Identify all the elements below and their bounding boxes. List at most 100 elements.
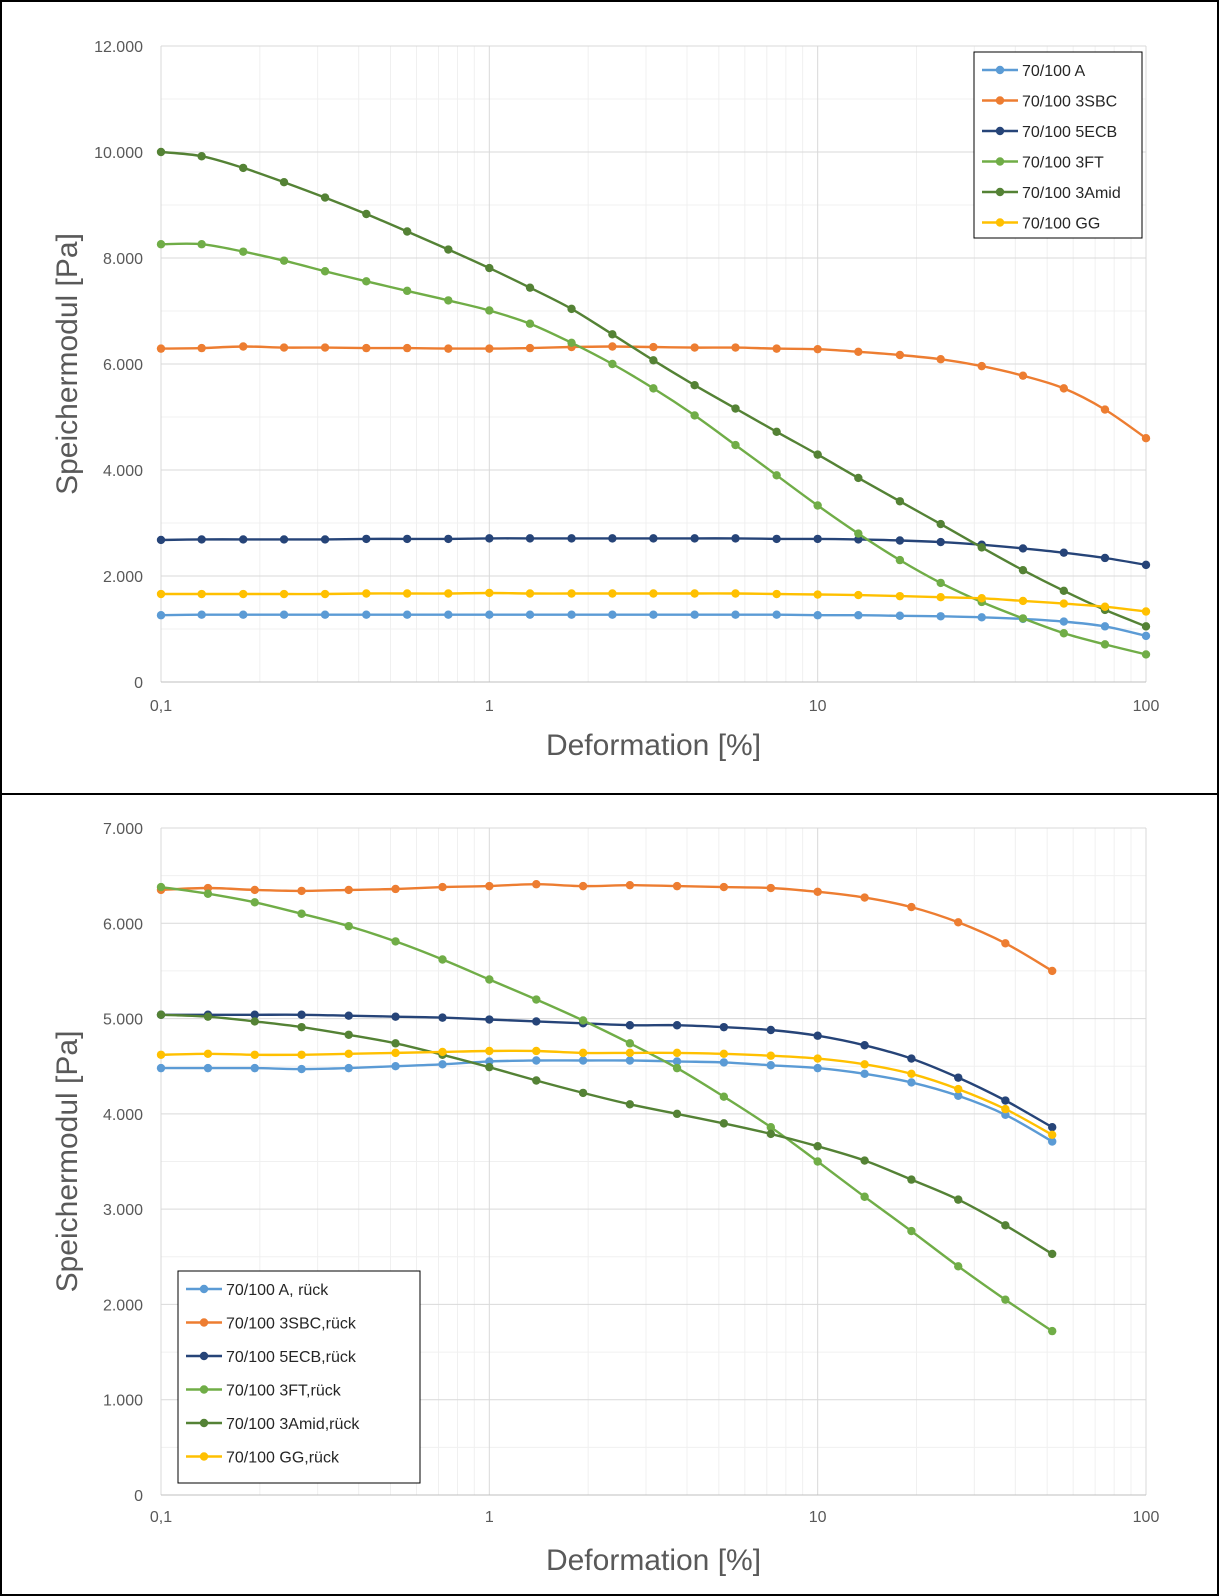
- data-point: [936, 578, 945, 588]
- data-point: [444, 245, 453, 254]
- data-point: [344, 1063, 353, 1073]
- data-point: [344, 1030, 353, 1039]
- data-point: [203, 1063, 213, 1073]
- data-point: [954, 1091, 963, 1100]
- data-point: [578, 1016, 588, 1025]
- data-point: [719, 1022, 729, 1032]
- data-point: [608, 342, 617, 351]
- series-line: [161, 1059, 1053, 1143]
- data-point: [860, 1060, 869, 1069]
- data-point: [239, 342, 248, 351]
- data-point: [766, 883, 776, 893]
- x-tick-label: 0,1: [150, 698, 172, 715]
- data-point: [578, 1048, 588, 1058]
- data-point: [197, 343, 206, 353]
- data-point: [1018, 371, 1028, 380]
- data-point: [860, 1156, 869, 1165]
- data-point: [907, 1078, 916, 1087]
- data-point: [197, 535, 206, 544]
- data-point: [936, 612, 945, 621]
- data-point: [362, 277, 371, 286]
- legend-label: 70/100 A, rück: [226, 1282, 329, 1299]
- data-point: [239, 610, 248, 619]
- chart-top: 0 2.000 4.000 6.000 8.000 10.000 12.000 0,1 1 10 1…: [51, 39, 1159, 762]
- data-point: [907, 1069, 916, 1079]
- y-axis-title: Speichermodul [Pa]: [51, 233, 84, 495]
- data-point: [954, 1262, 963, 1271]
- legend-label: 70/100 A: [1022, 63, 1086, 80]
- data-point: [438, 882, 447, 892]
- data-point: [907, 1226, 916, 1236]
- data-point: [608, 589, 617, 598]
- legend-box: [973, 51, 1143, 239]
- series-0: [156, 610, 1151, 641]
- data-point: [156, 882, 166, 892]
- y-axis-title: Speichermodul [Pa]: [51, 1031, 84, 1293]
- data-point: [895, 611, 905, 620]
- legend: 70/100 A, rück 70/100 3SBC,rück 70/100 5EC…: [177, 1270, 421, 1484]
- legend-swatch-marker: [199, 1284, 209, 1294]
- data-point: [279, 589, 289, 599]
- y-tick-label: 3.000: [103, 1202, 143, 1219]
- data-point: [279, 343, 289, 352]
- series-line: [160, 885, 1053, 1333]
- data-point: [444, 534, 453, 544]
- data-point: [977, 613, 986, 622]
- data-point: [279, 610, 289, 619]
- data-point: [362, 209, 371, 219]
- data-point: [813, 1142, 822, 1151]
- data-point: [719, 882, 729, 892]
- data-point: [203, 889, 213, 898]
- data-point: [567, 534, 576, 543]
- data-point: [438, 1060, 447, 1069]
- data-point: [485, 975, 494, 984]
- data-point: [672, 1021, 682, 1030]
- data-point: [813, 611, 822, 620]
- data-point: [362, 589, 371, 598]
- chart-panel-bottom: 0 1.000 2.000 3.000 4.000 5.000 6.000 7.000 0,1 1…: [0, 793, 1219, 1596]
- data-point: [1048, 1122, 1057, 1132]
- data-point: [1100, 640, 1110, 649]
- data-point: [567, 338, 576, 347]
- data-point: [936, 593, 945, 602]
- data-point: [649, 384, 658, 393]
- data-point: [690, 343, 699, 352]
- data-point: [936, 537, 945, 547]
- data-point: [766, 1051, 776, 1060]
- legend-label: 70/100 3FT,rück: [226, 1383, 342, 1400]
- data-point: [203, 1012, 213, 1021]
- data-point: [578, 881, 588, 891]
- data-point: [1018, 544, 1028, 553]
- data-point: [672, 1109, 682, 1119]
- data-point: [731, 404, 740, 413]
- data-point: [690, 610, 699, 619]
- data-point: [690, 534, 699, 543]
- data-point: [649, 534, 658, 543]
- data-point: [320, 267, 330, 276]
- data-point: [608, 610, 617, 619]
- x-tick-label: 1: [485, 698, 494, 715]
- data-point: [156, 611, 166, 620]
- data-point: [813, 534, 822, 544]
- data-point: [772, 427, 781, 437]
- data-point: [567, 610, 576, 619]
- data-point: [977, 361, 986, 371]
- data-point: [1141, 560, 1151, 570]
- data-point: [731, 440, 740, 450]
- legend-swatch-marker: [199, 1351, 209, 1361]
- x-tick-label: 0,1: [150, 1509, 172, 1526]
- data-point: [1001, 1221, 1010, 1230]
- data-point: [250, 1017, 259, 1026]
- data-point: [936, 519, 945, 529]
- legend-label: 70/100 3Amid: [1022, 185, 1121, 202]
- legend-swatch-marker: [199, 1418, 209, 1428]
- data-point: [239, 589, 248, 599]
- data-point: [485, 306, 494, 315]
- data-point: [250, 1010, 259, 1019]
- data-point: [766, 1122, 776, 1132]
- legend-swatch-marker: [995, 218, 1005, 227]
- data-point: [895, 497, 905, 506]
- data-point: [444, 589, 453, 598]
- data-point: [672, 1063, 682, 1073]
